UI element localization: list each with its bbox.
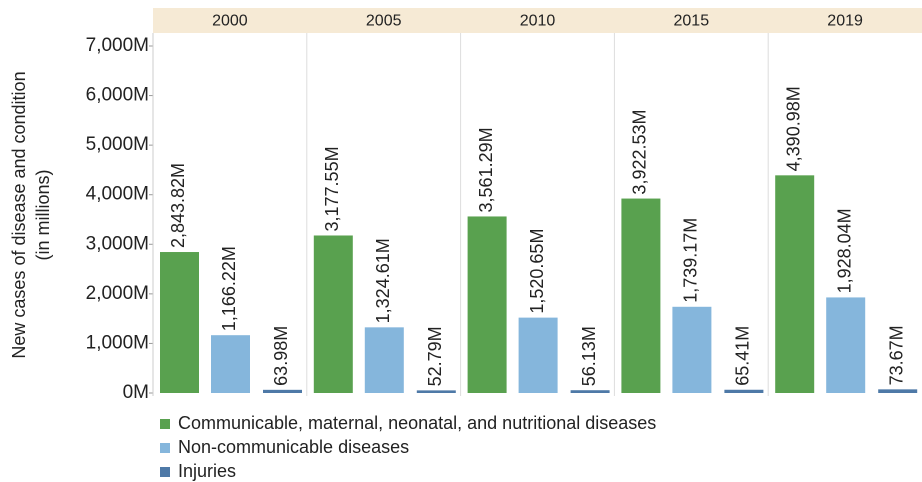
value-label: 1,166.22M: [219, 246, 239, 331]
column-header: 2015: [674, 13, 710, 30]
y-tick-label: 7,000M: [86, 35, 149, 56]
y-tick-label: 5,000M: [86, 134, 149, 155]
value-label: 65.41M: [733, 326, 753, 386]
legend-label: Non-communicable diseases: [178, 437, 409, 457]
y-axis-label: New cases of disease and condition: [9, 71, 29, 358]
y-tick-label: 1,000M: [86, 332, 149, 353]
y-tick-label: 6,000M: [86, 85, 149, 106]
value-label: 3,922.53M: [630, 109, 650, 194]
bar: [672, 306, 712, 393]
header-band: [153, 8, 922, 33]
y-tick-label: 2,000M: [86, 283, 149, 304]
value-label: 2,843.82M: [168, 163, 188, 248]
y-tick-label: 3,000M: [86, 233, 149, 254]
value-label: 3,177.55M: [322, 146, 342, 231]
y-tick-label: 0M: [123, 382, 149, 403]
column-header: 2005: [366, 13, 402, 30]
bar: [621, 198, 661, 393]
legend-swatch: [160, 443, 170, 453]
legend-label: Injuries: [178, 461, 236, 481]
y-axis-label: (in millions): [33, 169, 53, 260]
bar: [467, 216, 507, 393]
value-label: 3,561.29M: [476, 127, 496, 212]
bar: [826, 297, 866, 393]
column-header: 2000: [212, 13, 248, 30]
bar: [518, 317, 558, 393]
bar: [416, 390, 456, 393]
bar: [364, 327, 404, 393]
legend-swatch: [160, 419, 170, 429]
column-header: 2019: [827, 13, 863, 30]
bar: [211, 335, 250, 393]
bar: [878, 389, 918, 393]
bar: [263, 389, 302, 393]
legend-swatch: [160, 467, 170, 477]
value-label: 1,324.61M: [373, 238, 393, 323]
value-label: 1,928.04M: [834, 208, 854, 293]
bar: [724, 389, 764, 393]
value-label: 52.79M: [425, 326, 445, 386]
bar: [160, 252, 199, 393]
bar: [570, 390, 610, 393]
value-label: 4,390.98M: [783, 86, 803, 171]
value-label: 1,520.65M: [527, 229, 547, 314]
bar: [313, 235, 353, 393]
y-tick-label: 4,000M: [86, 184, 149, 205]
bar: [775, 175, 815, 393]
legend-label: Communicable, maternal, neonatal, and nu…: [178, 413, 656, 433]
value-label: 56.13M: [579, 326, 599, 386]
value-label: 73.67M: [886, 325, 906, 385]
column-header: 2010: [520, 13, 556, 30]
value-label: 63.98M: [271, 326, 291, 386]
value-label: 1,739.17M: [681, 218, 701, 303]
